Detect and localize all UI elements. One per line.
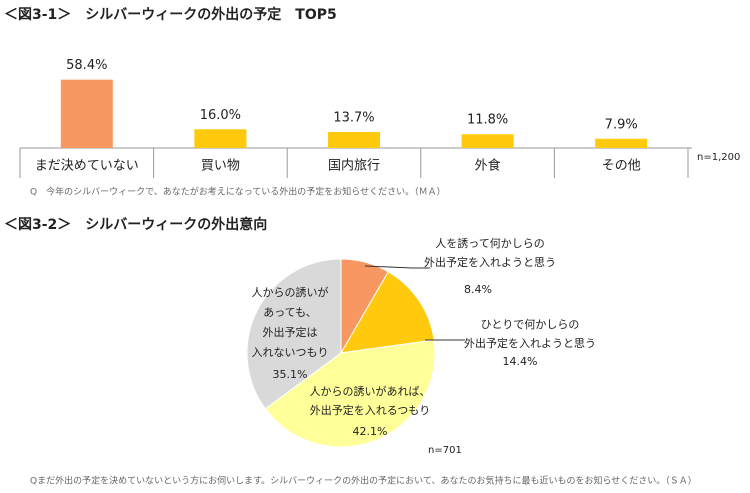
value-label: 16.0% bbox=[200, 108, 241, 123]
slice-label: 人からの誘いがあれば、 bbox=[310, 384, 431, 398]
slice-label: 外出予定は bbox=[263, 325, 318, 339]
bar bbox=[328, 131, 380, 148]
category-label: 買い物 bbox=[201, 159, 240, 174]
footnote: Qまだ外出の予定を決めていないという方にお伺いします。シルバーウィークの外出の予… bbox=[30, 475, 697, 487]
slice-value-label: 35.1% bbox=[273, 368, 308, 381]
slice-value-label: 14.4% bbox=[503, 355, 538, 368]
footnote: Q 今年のシルバーウィークで、あなたがお考えになっている外出の予定をお知らせくだ… bbox=[30, 186, 446, 198]
leader-line bbox=[364, 265, 430, 269]
bar bbox=[60, 79, 113, 148]
sample-size: n=1,200 bbox=[697, 152, 740, 163]
slice-label: ひとりで何かしらの bbox=[481, 318, 580, 331]
pie-slice bbox=[264, 339, 436, 448]
value-label: 11.8% bbox=[467, 113, 508, 128]
sample-size: n=701 bbox=[428, 445, 462, 456]
slice-label: 入れないつもり bbox=[252, 346, 329, 359]
bar bbox=[595, 138, 648, 148]
slice-label: 外出予定を入れようと思う bbox=[464, 336, 596, 350]
slice-label: 人からの誘いが bbox=[252, 285, 329, 299]
value-label: 7.9% bbox=[605, 117, 638, 132]
chart-title: ＜図3-1＞ シルバーウィークの外出の予定 TOP5 bbox=[4, 6, 337, 23]
slice-label: 外出予定を入れようと思う bbox=[424, 255, 556, 269]
value-label: 58.4% bbox=[66, 58, 107, 73]
bar bbox=[194, 129, 247, 148]
value-label: 13.7% bbox=[333, 110, 374, 125]
slice-label: 外出予定を入れるつもり bbox=[310, 403, 431, 417]
pie-slice bbox=[340, 271, 435, 354]
category-label: 外食 bbox=[475, 158, 501, 174]
category-label: その他 bbox=[602, 159, 641, 174]
category-label: 国内旅行 bbox=[328, 158, 380, 174]
slice-label: あっても、 bbox=[263, 306, 317, 319]
slice-value-label: 8.4% bbox=[464, 283, 492, 296]
slice-value-label: 42.1% bbox=[353, 425, 388, 438]
bar bbox=[461, 134, 514, 148]
slice-label: 人を誘って何かしらの bbox=[435, 237, 544, 250]
category-label: まだ決めていない bbox=[35, 159, 139, 174]
pie-slice bbox=[246, 258, 342, 410]
chart-title: ＜図3-2＞ シルバーウィークの外出意向 bbox=[4, 216, 267, 233]
